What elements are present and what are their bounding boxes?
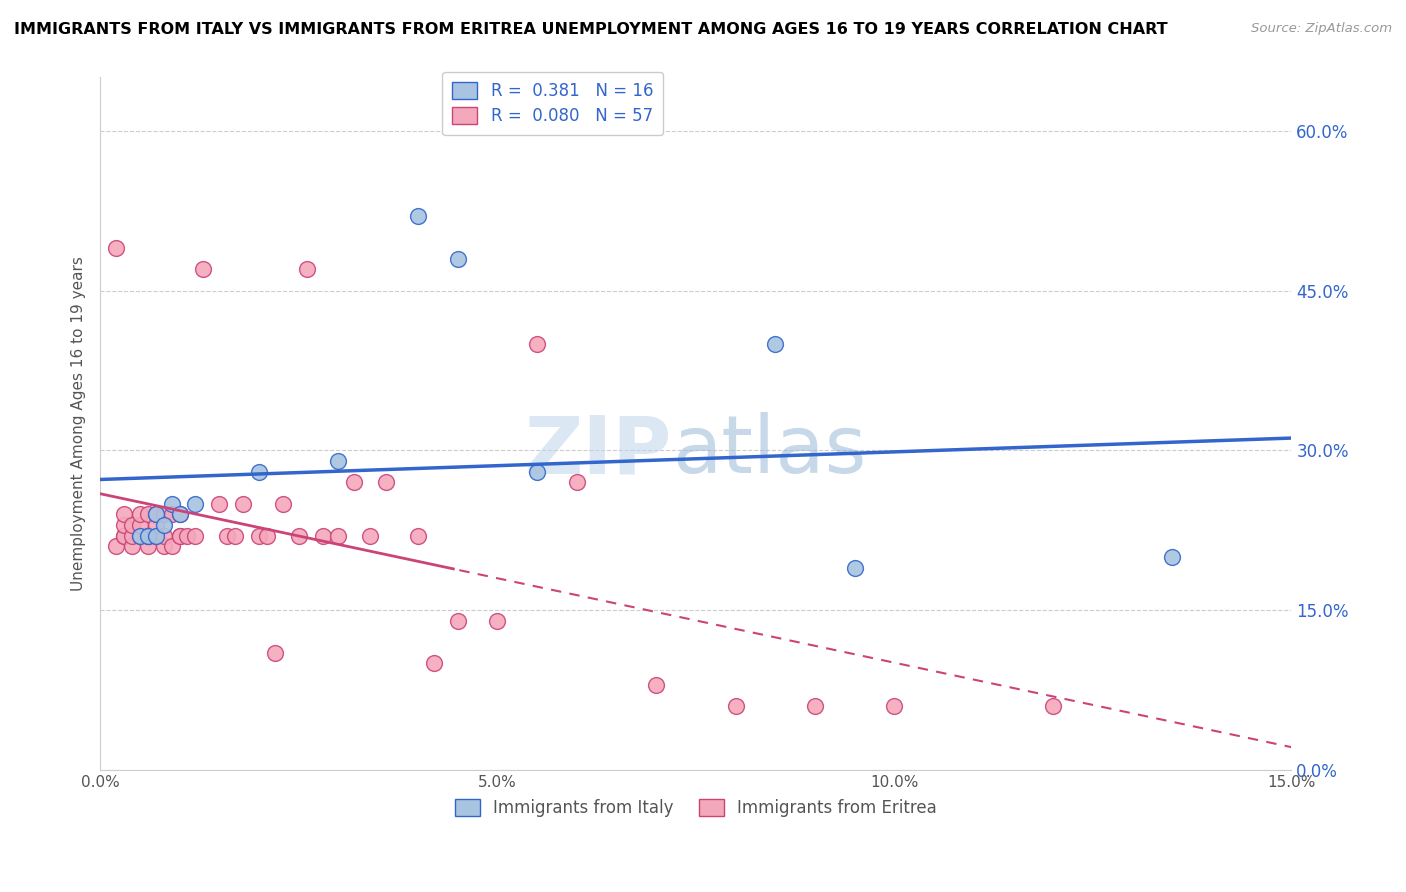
Point bbox=[145, 517, 167, 532]
Point bbox=[844, 560, 866, 574]
Point bbox=[145, 528, 167, 542]
Point bbox=[256, 528, 278, 542]
Y-axis label: Unemployment Among Ages 16 to 19 years: Unemployment Among Ages 16 to 19 years bbox=[72, 256, 86, 591]
Text: ZIP: ZIP bbox=[524, 412, 672, 491]
Point bbox=[121, 517, 143, 532]
Point bbox=[271, 497, 294, 511]
Text: atlas: atlas bbox=[672, 412, 866, 491]
Point bbox=[145, 508, 167, 522]
Point bbox=[160, 497, 183, 511]
Point bbox=[724, 699, 747, 714]
Point bbox=[105, 539, 128, 553]
Point bbox=[804, 699, 827, 714]
Point bbox=[287, 528, 309, 542]
Point bbox=[193, 262, 215, 277]
Point bbox=[121, 539, 143, 553]
Point bbox=[1042, 699, 1064, 714]
Point bbox=[152, 508, 174, 522]
Point bbox=[645, 678, 668, 692]
Point bbox=[184, 528, 207, 542]
Point bbox=[526, 336, 548, 351]
Point bbox=[145, 508, 167, 522]
Point bbox=[128, 517, 150, 532]
Point bbox=[328, 454, 350, 468]
Point bbox=[145, 528, 167, 542]
Point bbox=[375, 475, 398, 490]
Point bbox=[136, 528, 159, 542]
Point bbox=[565, 475, 588, 490]
Point bbox=[145, 528, 167, 542]
Point bbox=[128, 528, 150, 542]
Point bbox=[152, 539, 174, 553]
Point bbox=[160, 508, 183, 522]
Point bbox=[169, 528, 191, 542]
Point bbox=[526, 465, 548, 479]
Point bbox=[1161, 549, 1184, 564]
Point bbox=[406, 209, 429, 223]
Point bbox=[328, 528, 350, 542]
Point bbox=[883, 699, 905, 714]
Point bbox=[160, 539, 183, 553]
Point bbox=[295, 262, 318, 277]
Point bbox=[152, 528, 174, 542]
Point bbox=[208, 497, 231, 511]
Point bbox=[112, 517, 135, 532]
Point bbox=[128, 508, 150, 522]
Text: IMMIGRANTS FROM ITALY VS IMMIGRANTS FROM ERITREA UNEMPLOYMENT AMONG AGES 16 TO 1: IMMIGRANTS FROM ITALY VS IMMIGRANTS FROM… bbox=[14, 22, 1168, 37]
Point bbox=[184, 497, 207, 511]
Point bbox=[247, 465, 270, 479]
Point bbox=[112, 528, 135, 542]
Point bbox=[406, 528, 429, 542]
Point bbox=[422, 657, 444, 671]
Point bbox=[121, 528, 143, 542]
Point bbox=[136, 539, 159, 553]
Point bbox=[224, 528, 246, 542]
Point bbox=[359, 528, 381, 542]
Legend: Immigrants from Italy, Immigrants from Eritrea: Immigrants from Italy, Immigrants from E… bbox=[449, 792, 943, 824]
Point bbox=[176, 528, 198, 542]
Point bbox=[311, 528, 333, 542]
Point bbox=[136, 528, 159, 542]
Point bbox=[169, 508, 191, 522]
Point bbox=[446, 252, 468, 266]
Point bbox=[105, 241, 128, 255]
Point bbox=[112, 528, 135, 542]
Point bbox=[152, 517, 174, 532]
Point bbox=[136, 508, 159, 522]
Point bbox=[217, 528, 239, 542]
Point bbox=[232, 497, 254, 511]
Point bbox=[136, 528, 159, 542]
Point bbox=[112, 508, 135, 522]
Point bbox=[486, 614, 509, 628]
Point bbox=[446, 614, 468, 628]
Point bbox=[763, 336, 786, 351]
Point bbox=[128, 528, 150, 542]
Point bbox=[263, 646, 285, 660]
Point bbox=[343, 475, 366, 490]
Text: Source: ZipAtlas.com: Source: ZipAtlas.com bbox=[1251, 22, 1392, 36]
Point bbox=[169, 528, 191, 542]
Point bbox=[169, 508, 191, 522]
Point bbox=[247, 528, 270, 542]
